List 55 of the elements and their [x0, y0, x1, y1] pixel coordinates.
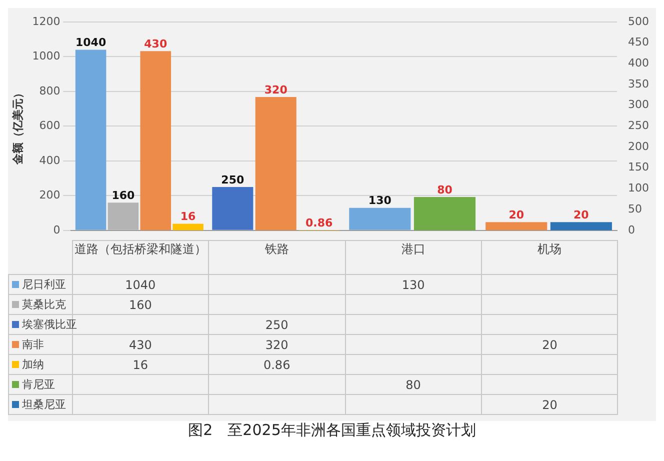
annotation: 430 — [144, 38, 168, 51]
legend-label: 埃塞俄比亚 — [22, 318, 77, 331]
data-label: 1040 — [72, 274, 209, 294]
y2-tick-label: 450 — [628, 36, 650, 49]
y2-tick-label: 0 — [628, 223, 636, 236]
y-tick-label: 400 — [39, 154, 60, 167]
y2-tick-label: 200 — [628, 140, 650, 153]
legend-label: 莫桑比克 — [22, 298, 66, 311]
y2-tick-label: 500 — [628, 14, 650, 28]
y2-tick-label: 100 — [628, 182, 650, 195]
data-label: 130 — [345, 274, 482, 294]
y-tick-label: 1000 — [32, 50, 60, 63]
text: 250 — [208, 314, 346, 334]
data-label: 160 — [112, 188, 136, 202]
data-label: 16 — [72, 354, 209, 374]
y-tick-label: 800 — [39, 84, 60, 98]
y2-tick-label: 150 — [628, 160, 650, 174]
legend-label: 加纳 — [22, 358, 44, 371]
text: 80 — [345, 374, 482, 394]
y-tick-label: 1200 — [32, 14, 60, 28]
y-tick-label: 200 — [39, 188, 60, 202]
data-label: 0.86 — [208, 354, 346, 374]
annotation: 0.86 — [306, 216, 333, 230]
y2-tick-label: 300 — [628, 98, 650, 112]
text: 图2 至2025年非洲各国重点领域投资计划 — [8, 421, 656, 440]
legend-label: 尼日利亚 — [22, 278, 66, 291]
y2-tick-label: 350 — [628, 77, 650, 90]
legend-label: 坦桑尼亚 — [22, 398, 66, 411]
annotation: 320 — [264, 83, 288, 96]
annotation: 20 — [508, 208, 524, 222]
text: 20 — [482, 394, 618, 414]
x-tick-label: 道路（包括桥梁和隧道） — [72, 240, 209, 274]
annotation: 16 — [180, 210, 196, 224]
y-tick-label: 0 — [53, 223, 60, 236]
data-label: 430 — [72, 334, 209, 354]
data-label: 80 — [437, 183, 453, 196]
y2-tick-label: 400 — [628, 56, 650, 70]
x-tick-label: 港口 — [345, 240, 482, 274]
y-axis-title: 金额（亿美元） — [11, 88, 24, 166]
y2-tick-label: 50 — [628, 202, 642, 216]
data-label: 20 — [574, 208, 590, 222]
y2-tick-label: 250 — [628, 119, 650, 132]
y-tick-label: 600 — [39, 119, 60, 132]
text: 160 — [72, 294, 209, 314]
data-label: 250 — [221, 173, 244, 186]
bar — [108, 202, 139, 230]
annotation: 130 — [368, 194, 392, 208]
legend-label: 肯尼亚 — [22, 378, 55, 391]
x-tick-label: 机场 — [482, 240, 618, 274]
legend-label: 南非 — [22, 338, 44, 351]
x-tick-label: 铁路 — [208, 240, 346, 274]
data-label: 20 — [482, 334, 618, 354]
annotation: 1040 — [75, 36, 106, 50]
bar — [212, 186, 254, 230]
data-label: 320 — [208, 334, 346, 354]
